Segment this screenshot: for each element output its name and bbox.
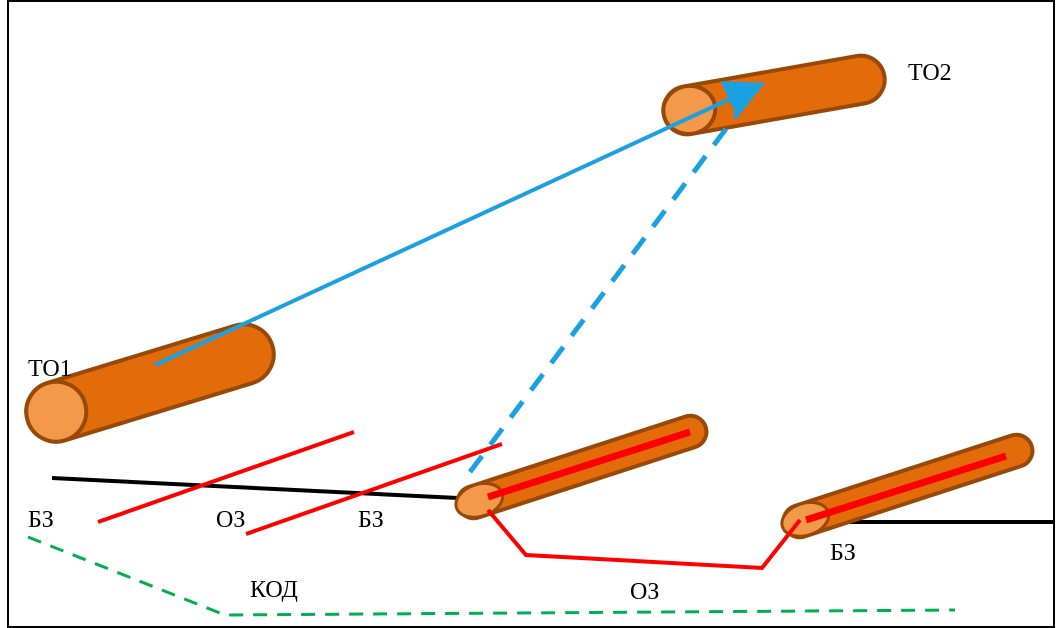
tube-to2 <box>661 53 887 137</box>
red-line-right-tube <box>804 452 1008 524</box>
red-line-middle-tube <box>486 428 692 501</box>
red-line-a <box>97 430 355 524</box>
label-bz-right: БЗ <box>830 540 856 566</box>
tube-to1 <box>24 322 276 444</box>
blue-arrow-solid <box>154 81 766 367</box>
frame-border <box>7 0 1055 628</box>
kod-dashed-line <box>27 535 956 617</box>
black-line-left <box>51 476 459 500</box>
label-bz-left: БЗ <box>28 507 54 533</box>
red-line-b <box>245 442 503 536</box>
label-to2: ТО2 <box>908 60 952 86</box>
red-oz-polyline <box>486 508 802 571</box>
label-oz-bottom: ОЗ <box>630 579 659 605</box>
blue-arrow-dashed <box>467 108 743 474</box>
label-kod: КОД <box>250 577 298 603</box>
label-to1: ТО1 <box>28 356 72 382</box>
label-bz-mid: БЗ <box>358 507 384 533</box>
label-oz-left: ОЗ <box>216 507 245 533</box>
